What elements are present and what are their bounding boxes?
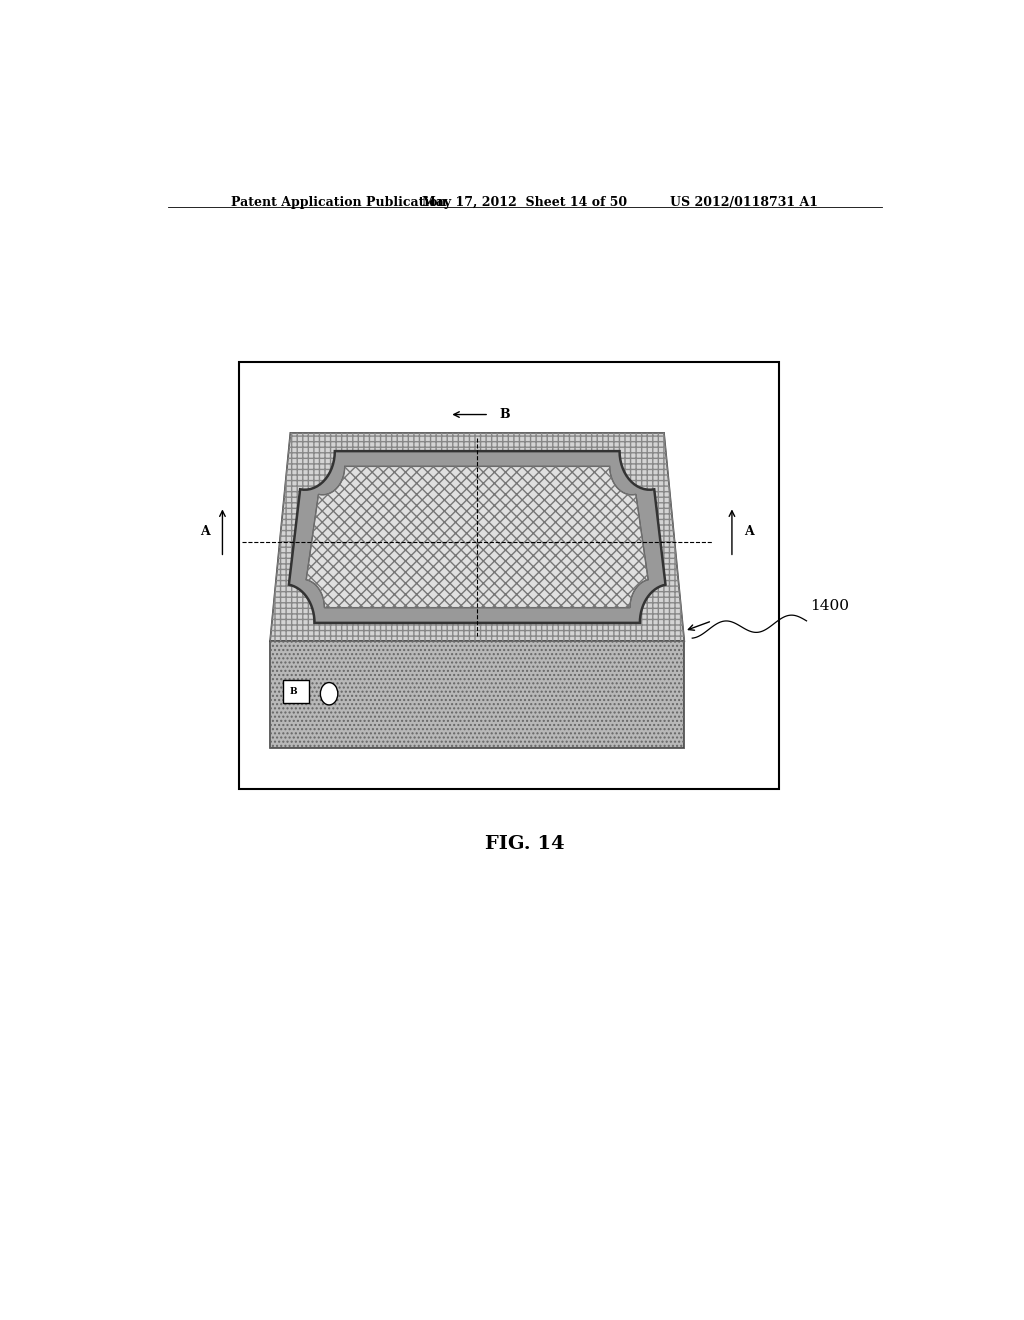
Bar — [283, 680, 309, 702]
Text: B: B — [500, 408, 510, 421]
Text: A: A — [200, 525, 210, 539]
Polygon shape — [289, 451, 666, 623]
Text: Patent Application Publication: Patent Application Publication — [231, 195, 446, 209]
Circle shape — [321, 682, 338, 705]
Text: FIG. 14: FIG. 14 — [485, 836, 564, 854]
Text: A: A — [744, 525, 755, 539]
Text: May 17, 2012  Sheet 14 of 50: May 17, 2012 Sheet 14 of 50 — [422, 195, 628, 209]
Text: US 2012/0118731 A1: US 2012/0118731 A1 — [671, 195, 818, 209]
Polygon shape — [306, 466, 648, 607]
Text: 1400: 1400 — [811, 598, 850, 612]
Polygon shape — [270, 433, 684, 642]
Polygon shape — [270, 642, 684, 748]
Text: B: B — [289, 686, 297, 696]
Bar — [240, 362, 779, 788]
